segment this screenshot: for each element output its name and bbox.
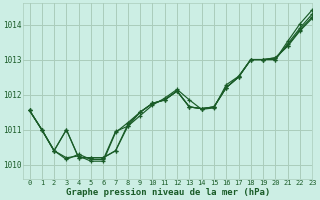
X-axis label: Graphe pression niveau de la mer (hPa): Graphe pression niveau de la mer (hPa) [66, 188, 270, 197]
